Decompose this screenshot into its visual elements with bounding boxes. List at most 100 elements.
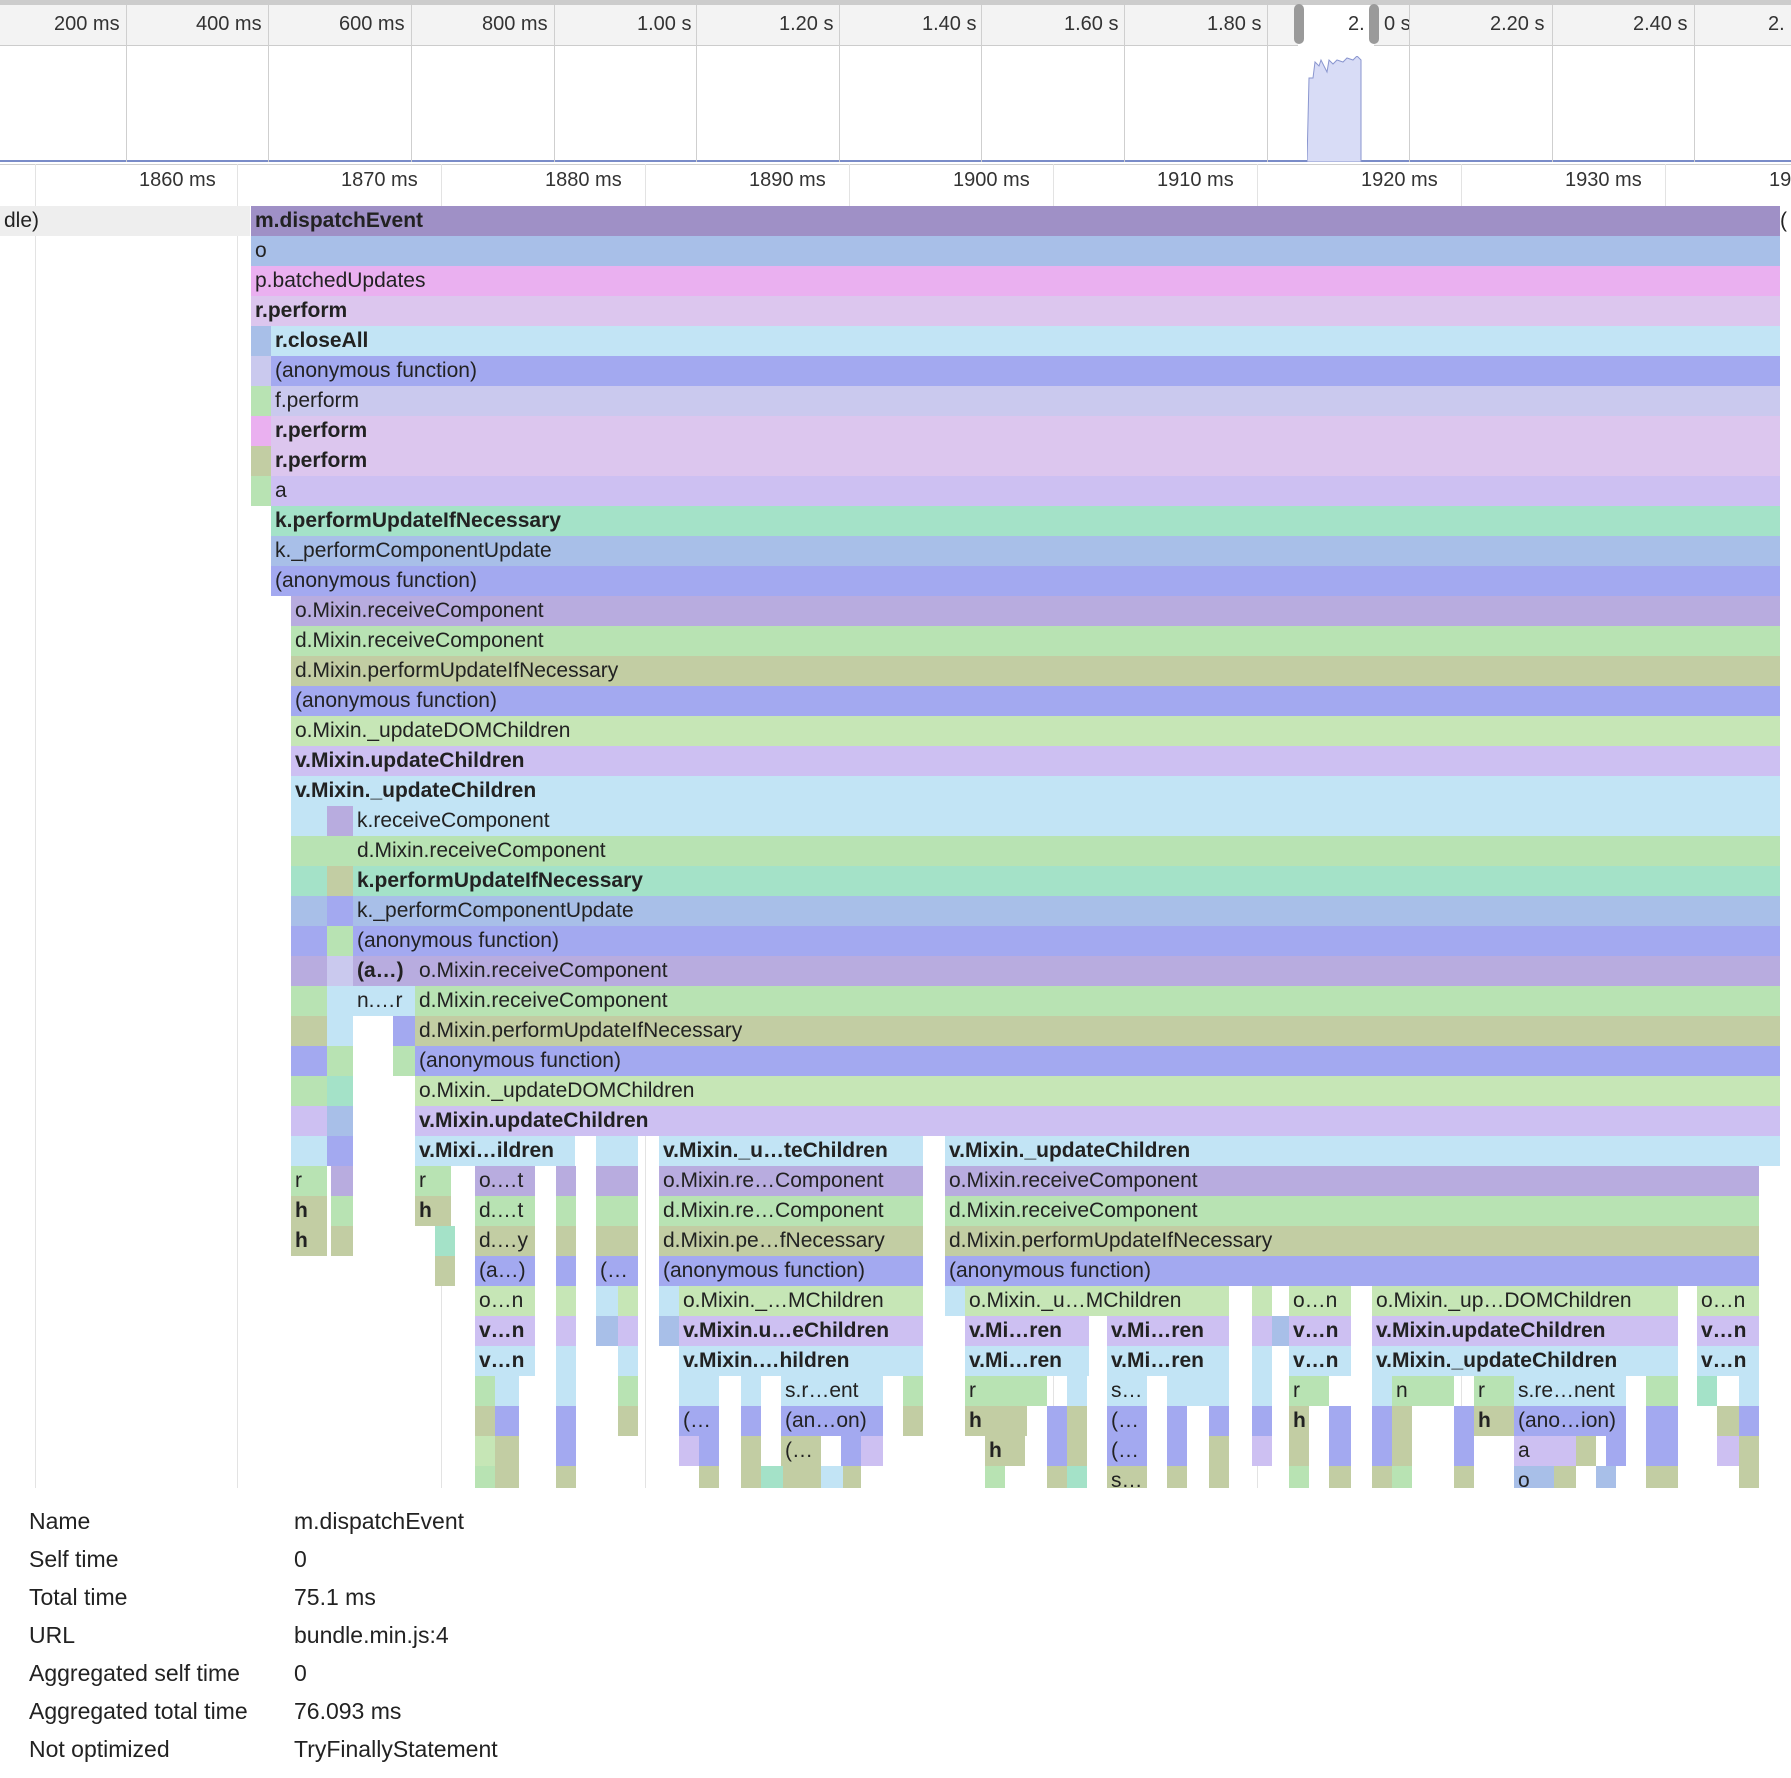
flame-bar[interactable] (327, 986, 353, 1016)
flame-bar[interactable] (291, 1076, 327, 1106)
flame-bar[interactable] (393, 1016, 415, 1046)
flame-bar[interactable] (618, 1346, 638, 1376)
flame-bar[interactable]: s… (1107, 1376, 1147, 1406)
flame-bar[interactable] (596, 1316, 618, 1346)
flame-bar[interactable]: r (291, 1166, 327, 1196)
flame-bar[interactable]: a (271, 476, 1780, 506)
flame-bar[interactable] (1646, 1406, 1678, 1436)
flame-bar[interactable] (556, 1346, 576, 1376)
flame-bar[interactable] (1067, 1406, 1087, 1436)
flame-bar[interactable] (1067, 1376, 1087, 1406)
flame-bar[interactable] (435, 1226, 455, 1256)
flame-bar[interactable] (741, 1436, 761, 1466)
flame-bar[interactable]: (… (1107, 1436, 1147, 1466)
flame-bar[interactable] (251, 446, 271, 476)
flame-bar[interactable]: d.Mixin.receiveComponent (415, 986, 1780, 1016)
flame-bar[interactable] (556, 1226, 576, 1256)
flame-bar[interactable]: d.…t (475, 1196, 535, 1226)
flame-bar[interactable]: v.Mi…ren (1107, 1316, 1229, 1346)
flame-bar[interactable] (741, 1376, 761, 1406)
flame-bar[interactable] (1047, 1436, 1067, 1466)
flame-bar[interactable]: v.Mixin.u…eChildren (679, 1316, 923, 1346)
flame-bar[interactable] (1392, 1406, 1412, 1436)
flame-bar[interactable]: r.perform (251, 296, 1780, 326)
overview-ruler[interactable] (0, 0, 1791, 46)
flame-bar[interactable]: v.Mixin._updateChildren (1372, 1346, 1678, 1376)
flame-bar[interactable]: (… (781, 1436, 821, 1466)
flame-bar[interactable]: r (415, 1166, 451, 1196)
flame-bar[interactable] (861, 1436, 883, 1466)
flame-bar[interactable]: (anonymous function) (353, 926, 1780, 956)
flame-bar[interactable]: v.Mi…ren (1107, 1346, 1229, 1376)
flame-bar[interactable] (1252, 1436, 1272, 1466)
flame-bar[interactable] (1329, 1406, 1351, 1436)
flame-bar[interactable]: n (1392, 1376, 1454, 1406)
flame-bar[interactable] (1739, 1436, 1759, 1466)
flame-bar[interactable]: o.Mixin._updateDOMChildren (415, 1076, 1780, 1106)
flame-bar-edge[interactable]: ( (1780, 206, 1791, 236)
flame-bar[interactable] (945, 1286, 965, 1316)
flame-bar[interactable]: v…n (475, 1316, 535, 1346)
flame-bar[interactable] (1454, 1406, 1474, 1436)
flame-bar[interactable] (291, 926, 327, 956)
flame-bar-dispatch-event[interactable]: m.dispatchEvent (251, 206, 1780, 236)
flame-bar[interactable]: v.Mixin.updateChildren (1372, 1316, 1678, 1346)
flame-bar[interactable]: v…n (475, 1346, 535, 1376)
flame-bar[interactable]: v…n (1697, 1346, 1759, 1376)
flame-bar[interactable] (618, 1406, 638, 1436)
flame-bar[interactable]: h (965, 1406, 1027, 1436)
flame-bar[interactable]: (anonymous function) (271, 356, 1780, 386)
flame-bar[interactable] (556, 1436, 576, 1466)
flame-bar[interactable] (327, 1106, 353, 1136)
flame-bar[interactable]: o (251, 236, 1780, 266)
flame-bar[interactable] (1717, 1406, 1739, 1436)
flame-bar[interactable]: k.performUpdateIfNecessary (271, 506, 1780, 536)
flame-bar[interactable]: h (1289, 1406, 1309, 1436)
flame-bar[interactable] (1252, 1316, 1272, 1346)
flame-bar[interactable] (495, 1376, 519, 1406)
flame-bar[interactable] (291, 986, 327, 1016)
flame-bar[interactable] (1454, 1436, 1474, 1466)
flame-bar[interactable]: h (291, 1196, 327, 1226)
flame-bar[interactable] (475, 1376, 495, 1406)
flame-bar[interactable] (903, 1376, 923, 1406)
detail-value-url[interactable]: bundle.min.js:4 (294, 1622, 449, 1648)
flame-bar[interactable] (659, 1316, 679, 1346)
flame-bar[interactable] (327, 1076, 353, 1106)
flame-bar[interactable] (291, 836, 353, 866)
flame-bar[interactable]: h (291, 1226, 327, 1256)
flame-bar[interactable] (327, 1046, 353, 1076)
flame-bar[interactable] (327, 926, 353, 956)
flame-bar[interactable]: v.Mi…ren (965, 1316, 1089, 1346)
flame-bar[interactable] (1289, 1436, 1309, 1466)
flame-bar[interactable] (495, 1406, 519, 1436)
flame-bar[interactable] (327, 896, 353, 926)
flame-bar[interactable]: r (1289, 1376, 1329, 1406)
flame-bar[interactable] (1372, 1436, 1392, 1466)
flame-bar[interactable]: (ano…ion) (1514, 1406, 1626, 1436)
flame-bar[interactable]: (a…) (353, 956, 415, 986)
flame-bar[interactable]: v.Mixin.…hildren (679, 1346, 903, 1376)
flame-bar[interactable]: v…n (1289, 1346, 1351, 1376)
flame-bar[interactable]: (… (679, 1406, 719, 1436)
flame-bar[interactable]: n.…r (353, 986, 415, 1016)
flame-bar[interactable] (1067, 1436, 1087, 1466)
flame-bar[interactable] (1167, 1436, 1187, 1466)
flame-bar[interactable] (251, 476, 271, 506)
flame-bar[interactable] (327, 1136, 353, 1166)
flame-bar[interactable] (556, 1316, 576, 1346)
flame-bar[interactable] (596, 1226, 638, 1256)
flame-bar[interactable] (841, 1436, 861, 1466)
flame-bar[interactable] (1252, 1286, 1272, 1316)
flame-bar[interactable] (393, 1046, 415, 1076)
flame-bar[interactable] (327, 866, 353, 896)
flame-bar[interactable] (435, 1256, 455, 1286)
flame-bar[interactable]: a (1514, 1436, 1576, 1466)
flame-bar[interactable]: o.Mixin._u…MChildren (965, 1286, 1229, 1316)
flame-bar[interactable] (331, 1226, 353, 1256)
flame-bar[interactable]: d.Mixin.receiveComponent (353, 836, 1780, 866)
flame-bar[interactable]: (a…) (475, 1256, 535, 1286)
detail-time-ruler[interactable] (0, 164, 1791, 207)
flame-bar[interactable]: f.perform (271, 386, 1780, 416)
flame-bar[interactable] (1739, 1376, 1759, 1406)
